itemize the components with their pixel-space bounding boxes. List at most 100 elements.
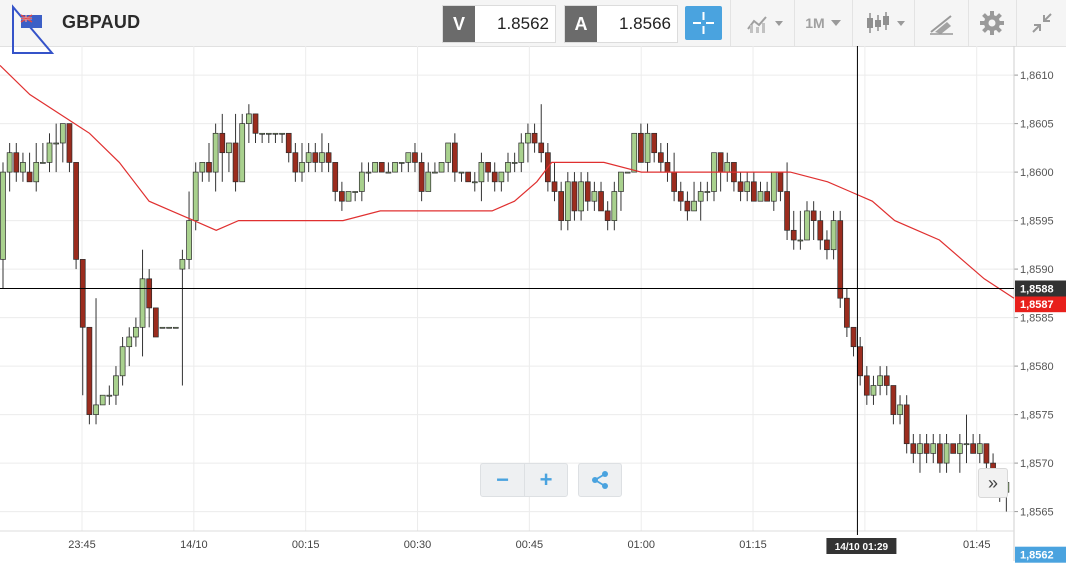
gbp-aud-flag-icon — [12, 4, 55, 54]
candle — [206, 143, 212, 182]
candle — [744, 172, 751, 202]
candle — [146, 269, 153, 328]
candle-body — [558, 191, 565, 221]
toolbar-divider — [852, 0, 853, 46]
scroll-to-latest-button[interactable]: » — [978, 468, 1008, 498]
x-tick-label: 00:45 — [516, 539, 544, 551]
candle-body — [525, 132, 531, 144]
candle — [751, 172, 757, 202]
candle-body — [398, 162, 405, 164]
candle — [485, 162, 491, 182]
candle-body — [704, 191, 711, 193]
candle — [770, 171, 777, 211]
candle-body — [604, 210, 611, 221]
crosshair-button[interactable] — [685, 6, 722, 40]
candle — [956, 434, 963, 473]
candle — [498, 171, 505, 192]
candle — [697, 181, 704, 221]
collapse-button[interactable] — [1020, 0, 1064, 46]
candle — [943, 434, 950, 473]
candle — [126, 327, 133, 367]
candle — [13, 143, 20, 182]
candle-body — [345, 191, 352, 202]
timeframe-button[interactable]: 1M — [800, 0, 848, 46]
candle-body — [299, 162, 305, 173]
bid-value: 1.8562 — [497, 14, 549, 33]
candle — [631, 132, 638, 173]
x-tick-label: 23:45 — [68, 539, 96, 551]
candle — [983, 443, 990, 473]
candle-body — [837, 220, 844, 299]
candle — [910, 434, 917, 464]
candle-body — [73, 162, 79, 260]
candle-body — [518, 142, 525, 163]
candle-body — [618, 171, 624, 192]
chevron-down-icon — [830, 20, 841, 26]
candle-body — [26, 171, 33, 183]
candle — [319, 133, 325, 173]
ask-price-tag-bg — [1015, 296, 1066, 313]
bid-quote[interactable]: V 1.8562 — [442, 5, 556, 43]
candle — [491, 162, 498, 192]
candle-body — [206, 162, 212, 173]
candle-body — [824, 239, 830, 251]
timeframe-label: 1M — [805, 15, 825, 31]
candle-body — [810, 210, 817, 221]
candle — [166, 326, 172, 329]
candle-body — [505, 162, 511, 173]
candle-body — [478, 162, 485, 183]
candle-body — [179, 259, 186, 270]
candle-body — [226, 142, 232, 154]
bid-label: V — [443, 6, 475, 42]
candle — [478, 152, 485, 202]
candle-body — [172, 326, 179, 329]
candle — [325, 143, 332, 173]
last-price-tag: 1,8562 — [1015, 546, 1066, 563]
candle — [691, 181, 697, 212]
crosshair-price-tag-bg — [1015, 280, 1066, 297]
candle-body — [770, 171, 777, 202]
y-tick-label: 1,8610 — [1020, 70, 1054, 82]
candle-body — [844, 297, 850, 328]
candle — [86, 326, 93, 425]
candle — [618, 171, 624, 211]
candle-body — [903, 404, 910, 445]
settings-button[interactable] — [972, 0, 1012, 46]
drawing-tools-button[interactable] — [920, 0, 962, 46]
crosshair-icon — [693, 12, 714, 34]
candle-body — [265, 132, 272, 135]
candle — [106, 385, 113, 405]
candle-style-button[interactable] — [858, 0, 910, 46]
candle — [525, 123, 531, 163]
candle-body — [578, 181, 584, 212]
candle — [584, 172, 591, 211]
candle — [226, 142, 232, 173]
symbol-title: GBPAUD — [62, 12, 141, 32]
candlestick-icon — [867, 12, 905, 33]
candle — [578, 172, 584, 221]
candle-body — [538, 142, 545, 154]
toolbar-divider — [730, 0, 731, 46]
candle-body — [684, 200, 691, 212]
candle — [558, 181, 565, 231]
candle — [172, 326, 179, 329]
ask-quote[interactable]: A 1.8566 — [564, 5, 678, 43]
candle-body — [651, 132, 658, 154]
share-button[interactable] — [578, 463, 622, 497]
candle-body — [611, 191, 618, 221]
candle-body — [279, 132, 285, 135]
candle-body — [857, 346, 864, 377]
chart-type-button[interactable] — [738, 0, 790, 46]
price-chart[interactable]: 1,8610 1,8605 1,8600 1,8595 1,8590 1,8585 1,85… — [0, 46, 1066, 563]
candle — [139, 249, 146, 357]
candle — [66, 123, 73, 173]
zoom-in-button[interactable]: + — [539, 467, 553, 492]
candle — [0, 162, 6, 289]
last-price-tag-text: 1,8562 — [1020, 550, 1054, 562]
candle — [133, 317, 139, 347]
candle — [186, 191, 192, 270]
zoom-out-button[interactable]: − — [496, 467, 509, 492]
candle-body — [425, 171, 432, 192]
candle-body — [757, 191, 764, 202]
candle — [285, 132, 292, 163]
